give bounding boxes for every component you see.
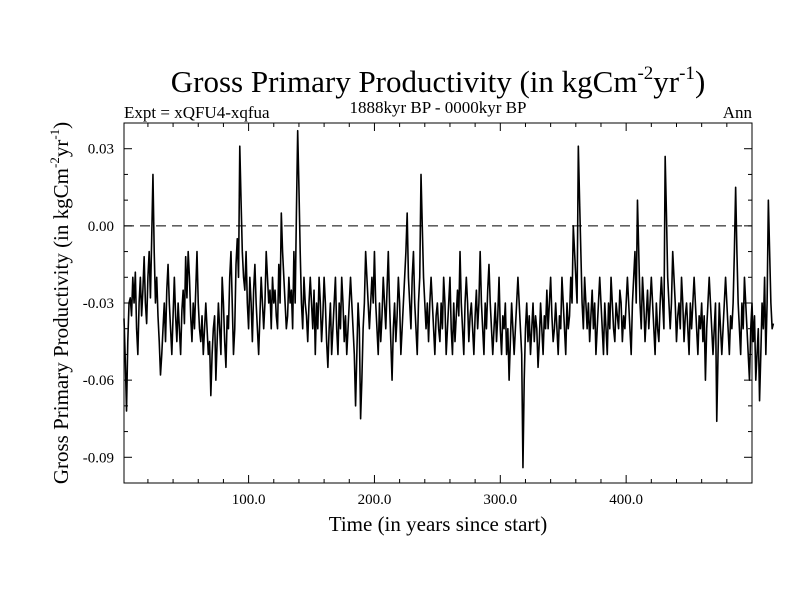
- y-axis-label: Gross Primary Productivity (in kgCm-2yr-…: [47, 122, 73, 484]
- time-range-label: 1888kyr BP - 0000kyr BP: [350, 98, 527, 117]
- y-axis-label-mid: yr: [49, 140, 73, 158]
- y-tick-label: -0.09: [83, 450, 114, 466]
- chart-title: Gross Primary Productivity (in kgCm-2yr-…: [171, 63, 706, 99]
- chart-title-end: ): [695, 64, 705, 99]
- series-line-gpp: [123, 129, 775, 469]
- y-axis-label-sup-1: -2: [47, 157, 62, 168]
- x-tick-label: 300.0: [483, 492, 517, 508]
- chart-title-mid: yr: [653, 64, 680, 99]
- y-axis-label-sup-2: -1: [47, 129, 62, 140]
- x-axis-label: Time (in years since start): [329, 512, 548, 536]
- x-axis-ticks: 100.0 200.0 300.0 400.0: [147, 123, 728, 508]
- season-label: Ann: [723, 103, 753, 122]
- x-tick-label: 200.0: [358, 492, 392, 508]
- chart-title-sup-1: -2: [637, 63, 653, 84]
- x-tick-label: 100.0: [232, 492, 266, 508]
- y-tick-label: -0.06: [83, 373, 115, 389]
- y-tick-label: -0.03: [83, 296, 114, 312]
- chart-title-main: Gross Primary Productivity (in kgCm: [171, 64, 638, 99]
- y-axis-label-end: ): [49, 122, 73, 129]
- y-axis-label-main: Gross Primary Productivity (in kgCm: [49, 168, 73, 484]
- chart-title-sup-2: -1: [679, 63, 695, 84]
- y-tick-label: 0.00: [88, 219, 114, 235]
- y-axis-ticks: 0.03 0.00 -0.03 -0.06 -0.09: [83, 142, 752, 466]
- y-tick-label: 0.03: [88, 142, 114, 158]
- x-tick-label: 400.0: [609, 492, 643, 508]
- experiment-label: Expt = xQFU4-xqfua: [124, 103, 270, 122]
